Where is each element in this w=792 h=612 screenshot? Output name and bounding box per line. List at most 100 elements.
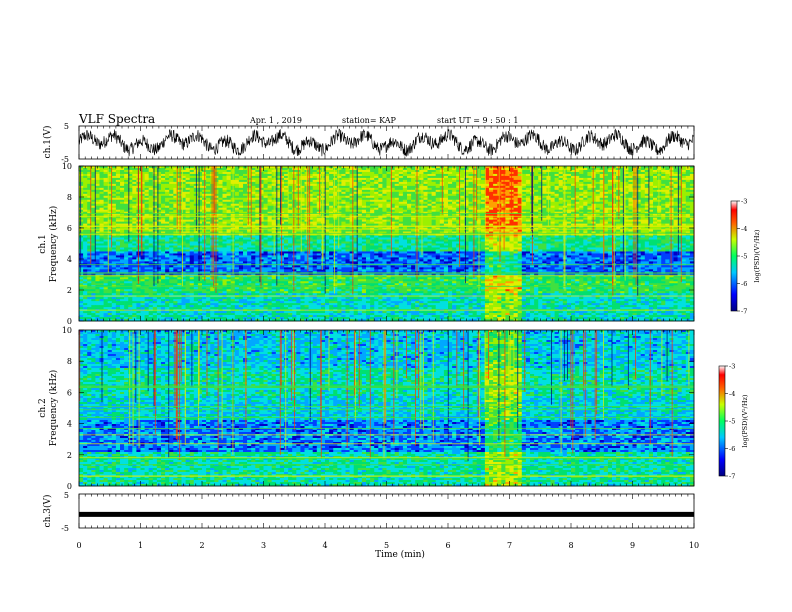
spectrogram-cell — [374, 185, 379, 189]
spectrogram-cell — [361, 185, 367, 189]
spectrogram-cell — [103, 205, 109, 209]
spectrogram-cell — [456, 171, 461, 175]
spectrogram-cell — [484, 166, 490, 169]
spectrogram-cell — [448, 166, 453, 169]
spectrogram-cell — [378, 215, 383, 219]
spectrogram-cell — [161, 201, 166, 205]
spectrogram-cell — [689, 203, 695, 207]
spectrogram-cell — [161, 215, 166, 219]
spectrogram-cell — [140, 217, 145, 221]
spectrogram-cell — [218, 217, 223, 221]
spectrogram-cell — [107, 185, 113, 189]
spectrogram-cell — [599, 215, 605, 219]
spectrogram-cell — [460, 219, 465, 222]
spectrogram-cell — [640, 169, 646, 173]
spectrogram-cell — [665, 171, 670, 175]
spectrogram-cell — [517, 167, 523, 171]
spectrogram-cell — [628, 166, 633, 169]
spectrogram-cell — [558, 191, 564, 195]
spectrogram-cell — [644, 191, 650, 195]
spectrogram-cell — [95, 189, 100, 193]
spectrogram-cell — [316, 191, 322, 195]
spectrogram-cell — [120, 191, 125, 195]
spectrogram-cell — [607, 181, 613, 185]
spectrogram-cell — [214, 167, 219, 171]
spectrogram-cell — [165, 185, 170, 189]
spectrogram-cell — [87, 221, 92, 224]
spectrogram-cell — [238, 181, 244, 185]
spectrogram-cell — [394, 211, 400, 215]
spectrogram-cell — [234, 197, 240, 201]
spectrogram-cell — [214, 195, 219, 199]
spectrogram-cell — [407, 185, 412, 189]
spectrogram-cell — [83, 191, 88, 195]
spectrogram-cell — [505, 201, 510, 205]
spectrogram-cell — [452, 167, 457, 171]
spectrogram-cell — [460, 209, 465, 213]
spectrogram-cell — [95, 173, 100, 177]
spectrogram-cell — [345, 217, 350, 221]
spectrogram-cell — [218, 201, 223, 205]
spectrogram-cell — [374, 211, 379, 215]
spectrogram-cell — [460, 173, 465, 177]
spectrogram-cell — [83, 203, 88, 207]
spectrogram-cell — [411, 179, 416, 183]
spectrogram-cell — [259, 185, 264, 189]
spectrogram-cell — [161, 177, 166, 181]
spectrogram-cell — [640, 209, 646, 213]
spectrogram-cell — [247, 213, 252, 217]
spectrogram-cell — [87, 205, 92, 209]
spectrogram-cell — [165, 217, 170, 221]
spectrogram-cell — [472, 211, 478, 215]
spectrogram-cell — [292, 173, 297, 177]
spectrogram-cell — [337, 169, 342, 173]
spectrogram-cell — [599, 209, 605, 213]
spectrogram-cell — [185, 183, 191, 187]
spectrogram-cell — [255, 183, 260, 187]
spectrogram-cell — [431, 199, 437, 203]
spectrogram-cell — [107, 211, 113, 215]
spectrogram-cell — [558, 213, 564, 217]
spectrogram-cell — [341, 213, 346, 217]
spectrogram-cell — [226, 171, 232, 175]
spectrogram-cell — [689, 223, 695, 226]
spectrogram-cell — [632, 177, 637, 181]
spectrogram-cell — [284, 169, 289, 173]
spectrogram-cell — [517, 197, 523, 201]
spectrogram-cell — [234, 195, 240, 199]
spectrogram-cell — [156, 193, 162, 197]
spectrogram-cell — [435, 166, 441, 169]
spectrogram-cell — [263, 219, 268, 222]
spectrogram-cell — [247, 217, 252, 221]
spectrogram-cell — [382, 189, 387, 193]
spectrogram-cell — [206, 179, 211, 183]
spectrogram-cell — [583, 193, 588, 197]
spectrogram-cell — [366, 213, 371, 217]
spectrogram-cell — [251, 189, 256, 193]
spectrogram-cell — [292, 209, 297, 213]
spectrogram-cell — [284, 215, 289, 219]
spectrogram-cell — [657, 221, 662, 224]
spectrogram-cell — [124, 217, 129, 221]
spectrogram-cell — [644, 169, 650, 173]
spectrogram-cell — [197, 191, 203, 195]
spectrogram-cell — [382, 181, 387, 185]
spectrogram-cell — [501, 223, 506, 226]
spectrogram-cell — [341, 217, 346, 221]
spectrogram-cell — [370, 211, 375, 215]
spectrogram-cell — [148, 191, 154, 195]
spectrogram-cell — [390, 181, 396, 185]
spectrogram-cell — [493, 167, 498, 171]
spectrogram-cell — [402, 217, 408, 221]
spectrogram-cell — [550, 173, 555, 177]
spectrogram-cell — [312, 167, 318, 171]
spectrogram-cell — [472, 209, 478, 213]
spectrogram-cell — [407, 193, 412, 197]
spectrogram-cell — [464, 191, 469, 195]
spectrogram-cell — [275, 175, 281, 179]
spectrogram-cell — [128, 193, 133, 197]
spectrogram-cell — [366, 199, 371, 203]
spectrogram-cell — [517, 171, 523, 175]
spectrogram-cell — [222, 207, 227, 211]
spectrogram-cell — [165, 219, 170, 222]
